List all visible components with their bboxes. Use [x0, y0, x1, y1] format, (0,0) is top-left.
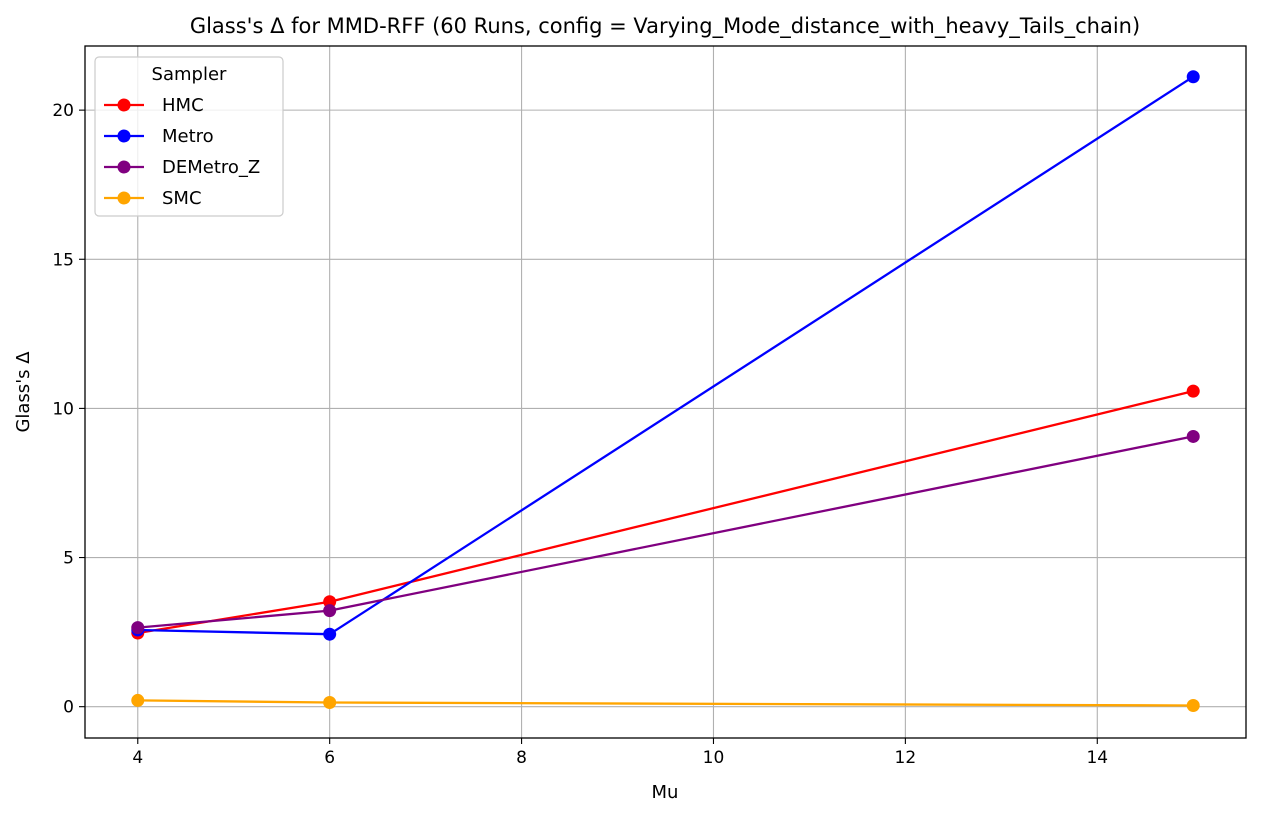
x-tick-label: 6	[324, 748, 335, 768]
y-tick-label: 15	[52, 250, 74, 270]
legend: Sampler HMC Metro DEMetro_Z SMC	[94, 56, 284, 217]
series-demetro-z	[131, 429, 1200, 635]
data-point	[323, 595, 337, 609]
data-point	[323, 604, 337, 618]
legend-marker	[117, 191, 131, 205]
legend-entry: HMC	[104, 95, 204, 116]
data-point	[323, 696, 337, 710]
legend-label: SMC	[162, 188, 202, 209]
y-axis-label: Glass's Δ	[13, 351, 34, 433]
legend-label: HMC	[162, 95, 204, 116]
legend-label: Metro	[162, 126, 214, 147]
data-point	[131, 621, 145, 635]
y-tick-label: 20	[52, 101, 74, 121]
legend-marker	[117, 129, 131, 143]
ticks: 4 6 8 10 12 14 0 5 10 15 20	[52, 101, 1108, 768]
series-smc	[131, 693, 1200, 712]
series-layer	[131, 70, 1200, 712]
legend-marker	[117, 98, 131, 112]
x-axis-label: Mu	[652, 782, 679, 803]
legend-frame	[94, 56, 284, 217]
legend-label: DEMetro_Z	[162, 157, 260, 178]
data-point	[1186, 70, 1200, 84]
data-point	[131, 693, 145, 707]
x-tick-label: 10	[703, 748, 725, 768]
legend-entry: Metro	[104, 126, 214, 147]
data-point	[1186, 384, 1200, 398]
data-point	[1186, 429, 1200, 443]
data-point	[323, 627, 337, 641]
y-tick-label: 5	[63, 549, 74, 569]
x-tick-label: 8	[516, 748, 527, 768]
grid	[85, 46, 1246, 738]
chart-title: Glass's Δ for MMD-RFF (60 Runs, config =…	[190, 14, 1140, 39]
y-tick-label: 0	[63, 698, 74, 718]
x-tick-label: 14	[1086, 748, 1108, 768]
data-point	[1186, 698, 1200, 712]
legend-entries: HMC Metro DEMetro_Z SMC	[104, 95, 260, 209]
plot-frame	[84, 45, 1247, 739]
x-tick-label: 4	[132, 748, 143, 768]
x-tick-label: 12	[895, 748, 917, 768]
legend-entry: DEMetro_Z	[104, 157, 260, 178]
legend-entry: SMC	[104, 188, 202, 209]
y-tick-label: 10	[52, 399, 74, 419]
legend-title: Sampler	[152, 64, 227, 85]
legend-marker	[117, 160, 131, 174]
